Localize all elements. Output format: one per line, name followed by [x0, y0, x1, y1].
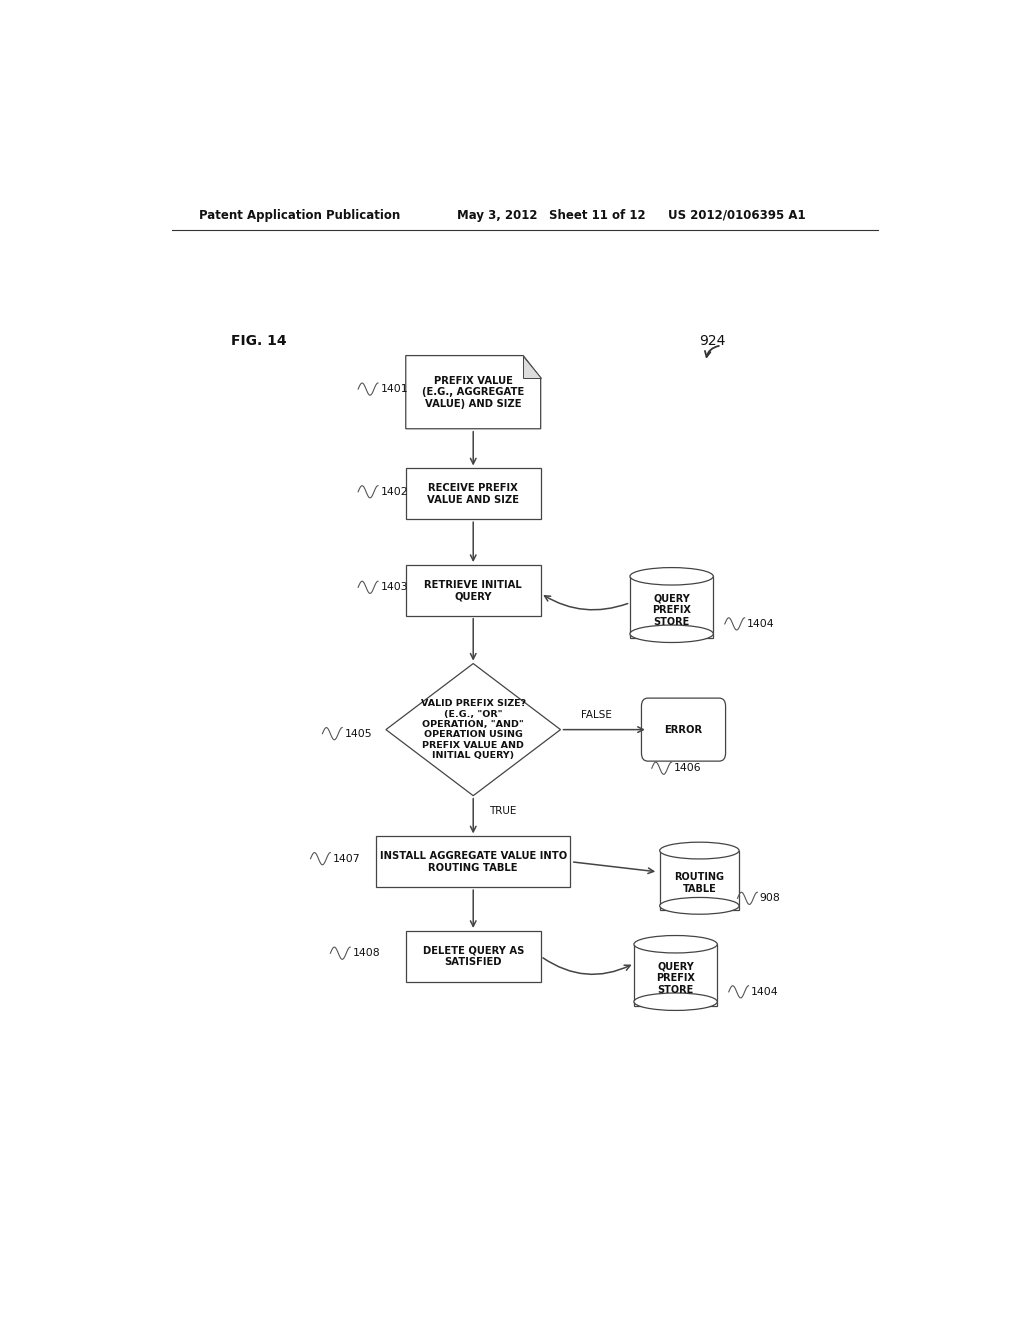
Text: RETRIEVE INITIAL
QUERY: RETRIEVE INITIAL QUERY [424, 579, 522, 601]
Ellipse shape [634, 993, 717, 1010]
Text: US 2012/0106395 A1: US 2012/0106395 A1 [668, 209, 805, 222]
Text: QUERY
PREFIX
STORE: QUERY PREFIX STORE [656, 962, 695, 995]
Text: 1407: 1407 [333, 854, 360, 863]
Ellipse shape [630, 626, 714, 643]
Text: May 3, 2012: May 3, 2012 [458, 209, 538, 222]
Text: TRUE: TRUE [489, 807, 516, 816]
Text: 908: 908 [760, 894, 780, 903]
Text: ROUTING
TABLE: ROUTING TABLE [675, 873, 724, 894]
Ellipse shape [634, 936, 717, 953]
Text: 924: 924 [699, 334, 726, 348]
Ellipse shape [659, 842, 739, 859]
Polygon shape [523, 355, 541, 378]
Text: Patent Application Publication: Patent Application Publication [200, 209, 400, 222]
Text: PREFIX VALUE
(E.G., AGGREGATE
VALUE) AND SIZE: PREFIX VALUE (E.G., AGGREGATE VALUE) AND… [422, 376, 524, 409]
Ellipse shape [630, 568, 714, 585]
FancyBboxPatch shape [630, 577, 714, 638]
Ellipse shape [659, 898, 739, 915]
Polygon shape [386, 664, 560, 796]
Text: 1408: 1408 [352, 948, 380, 958]
Text: Sheet 11 of 12: Sheet 11 of 12 [549, 209, 645, 222]
Text: FALSE: FALSE [581, 710, 611, 721]
Polygon shape [406, 355, 541, 429]
Text: DELETE QUERY AS
SATISFIED: DELETE QUERY AS SATISFIED [423, 945, 524, 968]
Text: INSTALL AGGREGATE VALUE INTO
ROUTING TABLE: INSTALL AGGREGATE VALUE INTO ROUTING TAB… [380, 851, 567, 873]
FancyBboxPatch shape [634, 944, 717, 1006]
Text: 1404: 1404 [751, 987, 778, 997]
Text: 1406: 1406 [674, 763, 701, 774]
FancyBboxPatch shape [406, 931, 541, 982]
Text: RECEIVE PREFIX
VALUE AND SIZE: RECEIVE PREFIX VALUE AND SIZE [427, 483, 519, 504]
Text: 1404: 1404 [748, 619, 774, 628]
FancyBboxPatch shape [406, 565, 541, 616]
Text: 1401: 1401 [380, 384, 408, 395]
Text: QUERY
PREFIX
STORE: QUERY PREFIX STORE [652, 594, 691, 627]
Text: 1403: 1403 [380, 582, 408, 593]
FancyBboxPatch shape [406, 469, 541, 519]
Text: 1405: 1405 [345, 729, 373, 739]
FancyBboxPatch shape [641, 698, 726, 762]
FancyBboxPatch shape [659, 850, 739, 909]
Text: 1402: 1402 [380, 487, 408, 496]
Text: ERROR: ERROR [665, 725, 702, 735]
Text: VALID PREFIX SIZE?
(E.G., "OR"
OPERATION, "AND"
OPERATION USING
PREFIX VALUE AND: VALID PREFIX SIZE? (E.G., "OR" OPERATION… [421, 700, 525, 760]
FancyBboxPatch shape [376, 837, 570, 887]
Text: FIG. 14: FIG. 14 [231, 334, 287, 348]
